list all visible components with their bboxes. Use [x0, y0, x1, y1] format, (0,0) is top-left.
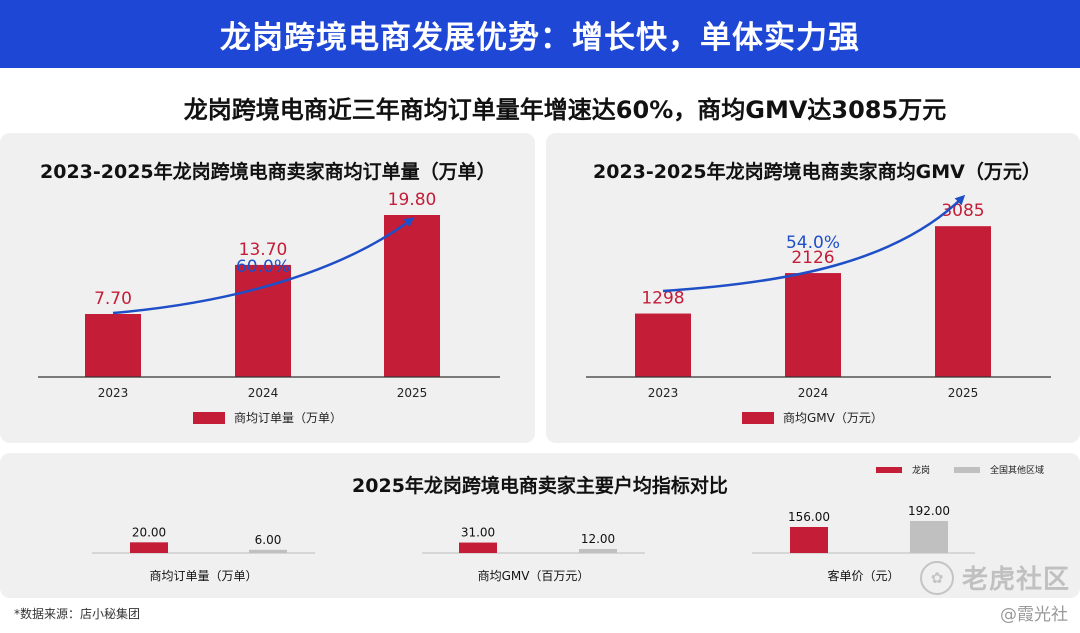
tiger-paw-icon: ✿	[919, 560, 954, 595]
data-label: 2126	[791, 248, 834, 268]
data-label: 12.00	[581, 532, 615, 546]
watermark: ✿ 老虎社区	[919, 559, 1070, 596]
comparison-chart: 20.00 6.00 商均订单量（万单） 31.00 12.00 商均GMV（百万元） 15…	[92, 504, 975, 583]
legend-item-other-regions: 全国其他区域	[953, 463, 1044, 476]
gmv-chart-title: 2023-2025年龙岗跨境电商卖家商均GMV（万元）	[593, 161, 1041, 183]
title-banner: 龙岗跨境电商发展优势：增长快，单体实力强	[0, 0, 1080, 68]
growth-arrow	[662, 194, 966, 293]
data-label: 7.70	[94, 289, 132, 309]
data-label: 6.00	[255, 533, 282, 547]
x-tick-label: 2024	[798, 386, 829, 400]
bar-2023	[85, 314, 141, 377]
comparison-legend: 龙岗 全国其他区域	[852, 463, 1044, 476]
watermark-secondary: @霞光社	[1000, 605, 1068, 625]
legend-label: 商均GMV（万元）	[783, 411, 883, 425]
bar-longgang	[459, 542, 497, 553]
bar-other-regions	[579, 548, 617, 553]
bar-2025	[384, 215, 440, 377]
group-label: 商均GMV（百万元）	[478, 568, 590, 583]
x-tick-label: 2023	[648, 386, 679, 400]
growth-rate-label: 54.0%	[786, 233, 840, 253]
order-volume-chart-title: 2023-2025年龙岗跨境电商卖家商均订单量（万单）	[40, 161, 496, 183]
bar-2024	[235, 264, 291, 377]
bar-2023	[635, 313, 691, 377]
data-label: 192.00	[908, 504, 950, 518]
order-volume-chart-panel: 7.70 2023 13.70 2024 19.80 2025 60.0% 2023-202…	[0, 133, 535, 443]
watermark-primary: 老虎社区	[961, 565, 1070, 595]
bar-2024	[785, 273, 841, 377]
data-label: 31.00	[461, 526, 495, 540]
x-tick-label: 2024	[248, 386, 279, 400]
gmv-legend: 商均GMV（万元）	[742, 409, 883, 426]
page-subtitle: 龙岗跨境电商近三年商均订单量年增速达60%，商均GMV达3085万元	[183, 96, 947, 124]
data-label: 20.00	[132, 525, 166, 539]
x-tick-label: 2023	[98, 386, 129, 400]
data-label: 156.00	[788, 510, 830, 524]
legend-swatch	[742, 411, 774, 424]
gmv-chart-panel: 1298 2023 2126 2024 3085 2025 54.0% 2023-2025年…	[546, 133, 1080, 443]
comparison-chart-title: 2025年龙岗跨境电商卖家主要户均指标对比	[352, 475, 728, 497]
legend-label: 龙岗	[911, 466, 930, 476]
bar-other-regions	[910, 521, 948, 553]
legend-swatch	[875, 466, 902, 473]
legend-swatch	[193, 411, 225, 424]
data-label: 19.80	[388, 190, 437, 210]
growth-arrow	[112, 217, 415, 315]
bar-2025	[935, 226, 991, 377]
growth-rate-label: 60.0%	[236, 257, 290, 277]
comparison-chart-panel: 20.00 6.00 商均订单量（万单） 31.00 12.00 商均GMV（百万元） 15…	[0, 453, 1080, 598]
group-label: 客单价（元）	[827, 568, 899, 583]
bar-longgang	[130, 542, 168, 553]
order-volume-chart: 7.70 2023 13.70 2024 19.80 2025 60.0%	[38, 190, 500, 400]
order-volume-legend: 商均订单量（万单）	[193, 409, 342, 426]
x-tick-label: 2025	[948, 386, 979, 400]
x-tick-label: 2025	[397, 386, 428, 400]
legend-label: 商均订单量（万单）	[234, 411, 343, 425]
data-source-footnote: *数据来源：店小秘集团	[14, 607, 141, 621]
legend-label: 全国其他区域	[989, 466, 1044, 476]
bar-longgang	[790, 527, 828, 553]
data-label: 1298	[641, 289, 684, 309]
legend-swatch	[953, 466, 980, 473]
data-label: 13.70	[239, 240, 288, 260]
bar-other-regions	[249, 549, 287, 553]
legend-item-longgang: 龙岗	[875, 463, 930, 476]
group-label: 商均订单量（万单）	[149, 568, 257, 583]
page-title: 龙岗跨境电商发展优势：增长快，单体实力强	[220, 19, 860, 56]
